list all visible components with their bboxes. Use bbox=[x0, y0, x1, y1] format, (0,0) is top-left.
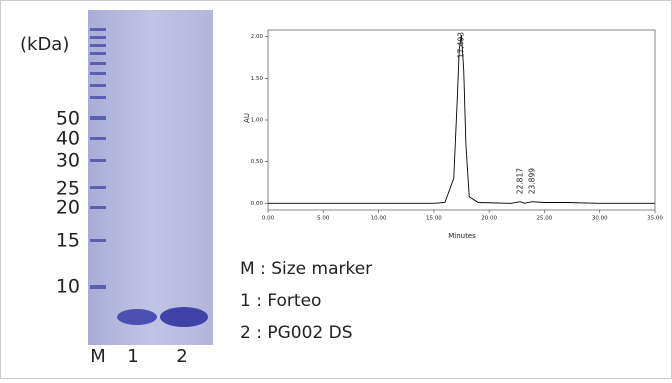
y-tick-label: 2.00 bbox=[251, 34, 264, 40]
lane-label: 2 bbox=[176, 346, 187, 367]
peak-label: 23.899 bbox=[527, 168, 536, 194]
x-tick-label: 15.00 bbox=[426, 216, 442, 222]
marker-label: 40 bbox=[56, 128, 80, 150]
y-tick-label: 1.50 bbox=[251, 76, 264, 82]
gel-background bbox=[88, 10, 213, 345]
unit-label: (kDa) bbox=[20, 34, 69, 55]
figure: (kDa) 50 40 30 25 20 15 10 M 1 2 M : Siz… bbox=[0, 0, 672, 379]
y-tick-label: 0.50 bbox=[251, 159, 264, 165]
sample-band bbox=[117, 309, 157, 325]
x-tick-label: 35.00 bbox=[647, 216, 663, 222]
x-axis-label: Minutes bbox=[448, 232, 476, 240]
x-tick-label: 25.00 bbox=[537, 216, 553, 222]
marker-label: 20 bbox=[56, 197, 80, 219]
x-tick-label: 5.00 bbox=[317, 216, 330, 222]
x-tick-label: 20.00 bbox=[481, 216, 497, 222]
legend-text: 1 : Forteo bbox=[240, 291, 321, 311]
peak-label: 22.817 bbox=[515, 168, 524, 194]
marker-label: 10 bbox=[56, 276, 80, 298]
gel bbox=[88, 10, 213, 345]
sample-band bbox=[160, 307, 208, 327]
lane-label: 1 bbox=[127, 346, 138, 367]
x-tick-label: 10.00 bbox=[371, 216, 387, 222]
peak-label: 17.493 bbox=[456, 32, 465, 58]
legend-text: M : Size marker bbox=[240, 259, 372, 279]
lane-label: M bbox=[90, 346, 106, 367]
marker-label: 15 bbox=[56, 230, 80, 252]
y-tick-label: 0.00 bbox=[251, 201, 264, 207]
x-tick-label: 0.00 bbox=[262, 216, 275, 222]
y-tick-label: 1.00 bbox=[251, 118, 264, 124]
marker-label: 50 bbox=[56, 108, 80, 130]
marker-label: 30 bbox=[56, 150, 80, 172]
x-tick-label: 30.00 bbox=[592, 216, 608, 222]
legend-text: 2 : PG002 DS bbox=[240, 323, 353, 343]
